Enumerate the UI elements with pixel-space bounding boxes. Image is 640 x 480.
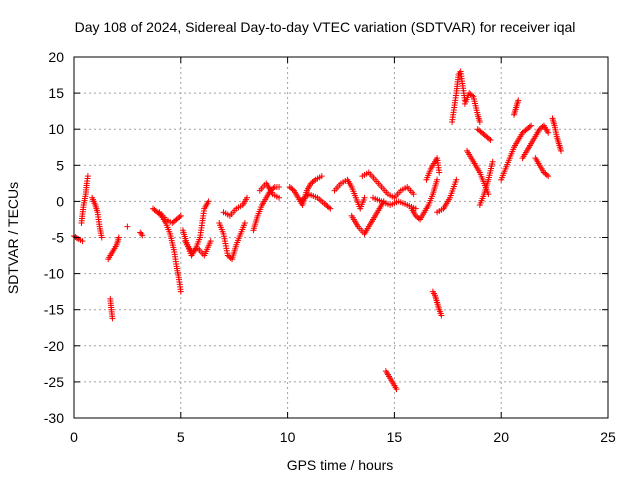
data-point — [393, 386, 400, 393]
data-point — [476, 118, 483, 125]
data-point — [176, 214, 183, 221]
y-tick-label: 5 — [56, 157, 64, 173]
data-point — [244, 194, 251, 201]
data-point — [139, 232, 146, 239]
axis-ticks — [73, 56, 609, 419]
data-point — [109, 315, 116, 322]
grid-lines — [73, 56, 609, 419]
x-tick-label: 25 — [600, 429, 616, 445]
data-point — [410, 191, 417, 198]
data-point — [84, 173, 91, 180]
data-point — [177, 288, 184, 295]
data-point — [177, 212, 184, 219]
y-tick-label: -15 — [44, 302, 64, 318]
data-point — [486, 135, 493, 142]
x-tick-label: 20 — [493, 429, 509, 445]
data-point — [310, 177, 317, 184]
data-point — [98, 234, 105, 241]
data-point — [138, 230, 145, 237]
y-tick-label: 0 — [56, 193, 64, 209]
data-point — [207, 238, 214, 245]
data-point — [361, 194, 368, 201]
x-tick-label: 0 — [70, 429, 78, 445]
data-point — [526, 123, 533, 130]
data-point — [325, 204, 332, 211]
data-point — [515, 97, 522, 104]
y-tick-label: 20 — [48, 49, 64, 65]
y-tick-label: 15 — [48, 85, 64, 101]
data-point — [489, 158, 496, 165]
data-point — [276, 194, 283, 201]
data-point — [438, 312, 445, 319]
y-tick-label: -10 — [44, 266, 64, 282]
data-points — [71, 68, 565, 393]
y-tick-label: -5 — [52, 230, 65, 246]
data-point — [115, 234, 122, 241]
y-tick-label: -25 — [44, 374, 64, 390]
data-point — [558, 147, 565, 154]
data-point — [487, 137, 494, 144]
data-point — [545, 129, 552, 136]
data-point — [318, 173, 325, 180]
data-point — [528, 122, 535, 129]
data-point — [543, 171, 550, 178]
x-axis-label: GPS time / hours — [287, 457, 394, 473]
x-tick-label: 5 — [177, 429, 185, 445]
y-tick-label: -20 — [44, 338, 64, 354]
data-point — [289, 186, 296, 193]
y-tick-label: 10 — [48, 121, 64, 137]
data-point — [436, 169, 443, 176]
data-point — [205, 198, 212, 205]
y-axis-label: SDTVAR / TECUs — [5, 182, 21, 294]
tick-labels: 0 5 10 15 20 25 -30 -25 -20 -15 -10 -5 0 5 10 15 20 — [44, 49, 616, 445]
data-point — [545, 173, 552, 180]
data-point — [241, 220, 248, 227]
y-tick-label: -30 — [44, 410, 64, 426]
data-point — [327, 205, 334, 212]
data-point — [434, 176, 441, 183]
data-point — [469, 92, 476, 99]
data-point — [124, 223, 131, 230]
data-point — [453, 176, 460, 183]
data-point — [79, 238, 86, 245]
data-point — [276, 183, 283, 190]
chart-title: Day 108 of 2024, Sidereal Day-to-day VTE… — [75, 19, 576, 35]
x-tick-label: 10 — [280, 429, 296, 445]
x-tick-label: 15 — [387, 429, 403, 445]
